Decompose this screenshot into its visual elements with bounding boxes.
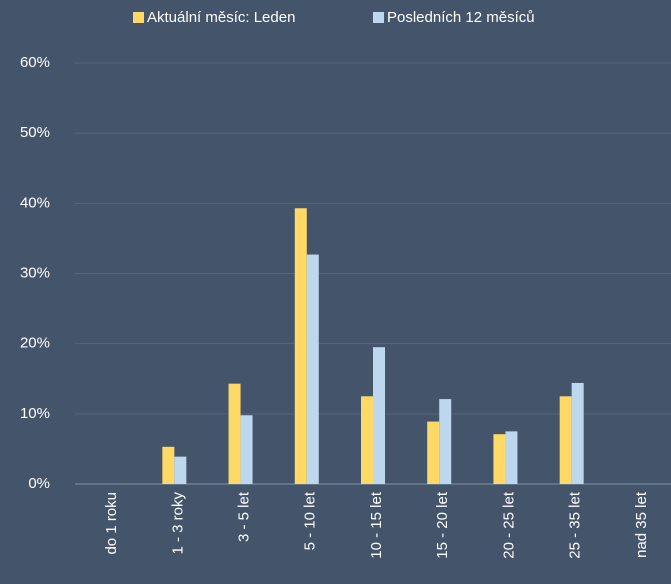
x-tick-label: 3 - 5 let bbox=[236, 491, 253, 542]
x-tick-label: 10 - 15 let bbox=[368, 491, 385, 559]
y-tick-label: 10% bbox=[20, 405, 50, 422]
bar bbox=[240, 415, 253, 484]
legend-label: Aktuální měsíc: Leden bbox=[147, 9, 295, 26]
bar bbox=[361, 396, 373, 484]
legend-label: Posledních 12 měsíců bbox=[387, 9, 535, 26]
bar bbox=[427, 421, 440, 484]
y-tick-label: 0% bbox=[28, 475, 50, 492]
x-tick-label: 15 - 20 let bbox=[434, 491, 451, 559]
x-tick-label: nad 35 let bbox=[633, 491, 650, 558]
bar bbox=[294, 208, 307, 484]
y-tick-label: 50% bbox=[20, 124, 50, 141]
x-tick-label: 1 - 3 roky bbox=[169, 492, 186, 555]
bar bbox=[174, 456, 187, 484]
y-tick-label: 40% bbox=[20, 194, 50, 211]
bar bbox=[493, 434, 506, 484]
x-tick-label: do 1 roku bbox=[103, 492, 120, 555]
bar bbox=[373, 347, 385, 484]
x-tick-label: 20 - 25 let bbox=[500, 491, 517, 559]
bar bbox=[439, 399, 452, 484]
bar bbox=[162, 446, 175, 484]
legend-swatch bbox=[133, 12, 144, 23]
bar bbox=[559, 396, 572, 484]
legend-swatch bbox=[373, 12, 384, 23]
y-tick-label: 30% bbox=[20, 264, 50, 281]
bar bbox=[571, 382, 584, 484]
y-tick-label: 20% bbox=[20, 335, 50, 352]
bar bbox=[505, 431, 518, 484]
y-tick-label: 60% bbox=[20, 54, 50, 71]
x-tick-label: 25 - 35 let bbox=[567, 491, 584, 559]
x-tick-label: 5 - 10 let bbox=[302, 491, 319, 550]
bar bbox=[228, 383, 241, 484]
bar bbox=[306, 254, 319, 484]
